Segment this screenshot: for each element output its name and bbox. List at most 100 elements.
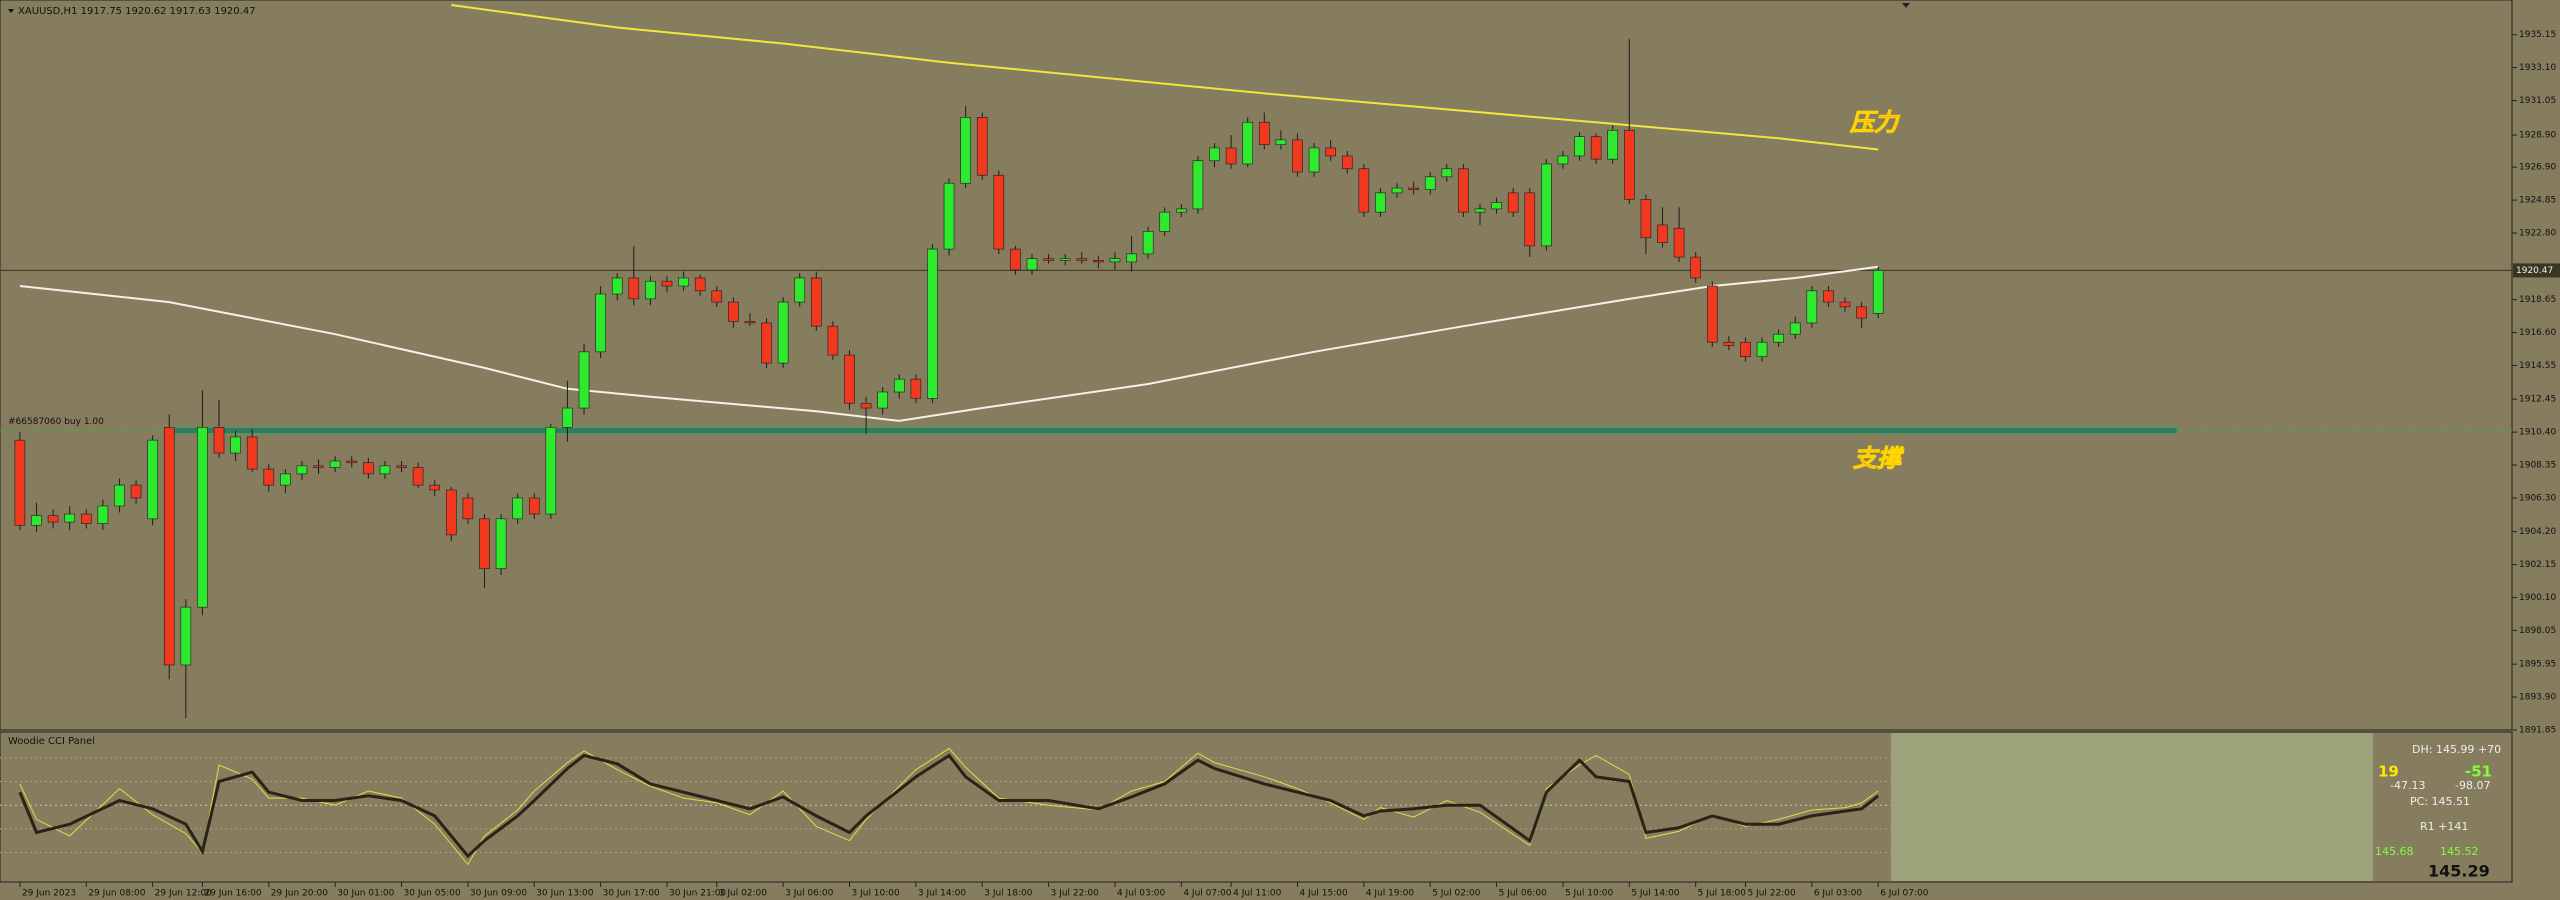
x-tick-label: 5 Jul 22:00	[1747, 889, 1796, 899]
candle-body	[1690, 256, 1701, 279]
x-tick-label: 29 Jun 12:00	[155, 889, 212, 899]
y-tick-label: 1922.80	[2519, 229, 2556, 239]
candle-body	[80, 513, 92, 524]
indicator-title: Woodie CCI Panel	[8, 736, 95, 747]
candle-body	[1358, 168, 1370, 213]
chart-title: XAUUSD,H1 1917.75 1920.62 1917.63 1920.4…	[18, 6, 256, 17]
candle-body	[927, 248, 938, 399]
y-tick-label: 1924.85	[2519, 196, 2556, 206]
x-tick-label: 5 Jul 06:00	[1499, 889, 1548, 899]
candle-body	[1059, 258, 1071, 261]
candle-body	[1292, 139, 1303, 173]
candle-body	[611, 277, 623, 295]
x-tick-label: 5 Jul 18:00	[1698, 889, 1747, 899]
candle-body	[31, 515, 42, 526]
candle-body	[694, 277, 706, 292]
candle-body	[163, 427, 175, 666]
candle-body	[1507, 192, 1519, 213]
candle-body	[1557, 155, 1569, 165]
info-left: -47.13	[2390, 779, 2425, 792]
candle-body	[943, 182, 955, 250]
candle-body	[412, 467, 424, 486]
candle-body	[545, 427, 557, 515]
candle-body	[993, 174, 1005, 250]
order-label: #66587060 buy 1.00	[8, 417, 104, 427]
x-tick-label: 29 Jun 2023	[22, 889, 76, 899]
y-tick-label: 1902.15	[2519, 560, 2556, 570]
candle-body	[130, 484, 142, 499]
candle-body	[1142, 231, 1154, 255]
x-tick-label: 30 Jun 17:00	[603, 889, 660, 899]
candle-body	[97, 505, 109, 524]
candle-body	[346, 460, 358, 463]
x-tick-label: 29 Jun 20:00	[271, 889, 328, 899]
info-up: 19	[2378, 763, 2399, 781]
candle-body	[827, 325, 839, 356]
x-tick-label: 29 Jun 16:00	[204, 889, 261, 899]
x-tick-label: 29 Jun 08:00	[88, 889, 145, 899]
candle-body	[1242, 121, 1254, 165]
candle-body	[512, 497, 523, 520]
x-tick-label: 3 Jul 14:00	[918, 889, 967, 899]
candle-body	[495, 518, 507, 569]
candle-body	[1441, 168, 1453, 178]
x-tick-label: 30 Jun 05:00	[404, 889, 461, 899]
x-tick-label: 30 Jun 09:00	[470, 889, 527, 899]
candle-body	[728, 301, 739, 322]
candle-body	[1607, 129, 1619, 160]
candle-body	[1109, 258, 1121, 263]
candle-body	[1209, 147, 1220, 162]
y-tick-label: 1931.05	[2519, 96, 2556, 106]
x-tick-label: 5 Jul 02:00	[1432, 889, 1481, 899]
candle-body	[1773, 333, 1784, 343]
candle-body	[1723, 341, 1735, 346]
candle-body	[844, 354, 855, 404]
candle-body	[1839, 301, 1851, 308]
x-tick-label: 3 Jul 10:00	[852, 889, 901, 899]
candle-body	[479, 518, 490, 569]
candle-body	[711, 290, 723, 303]
x-tick-label: 5 Jul 10:00	[1565, 889, 1614, 899]
candle-body	[1673, 227, 1685, 258]
shift-marker	[1902, 3, 1910, 8]
candle-body	[595, 293, 606, 353]
info-lo: 145.68	[2375, 845, 2414, 858]
x-tick-label: 30 Jun 21:00	[669, 889, 726, 899]
candle-body	[1093, 260, 1104, 263]
candle-body	[1275, 139, 1287, 146]
y-tick-label: 1910.40	[2519, 428, 2556, 438]
x-tick-label: 6 Jul 07:00	[1880, 889, 1929, 899]
candle-body	[313, 465, 324, 468]
candle-body	[744, 321, 756, 324]
title-marker	[8, 9, 14, 13]
candle-body	[47, 515, 59, 523]
candle-body	[1126, 253, 1137, 263]
candle-body	[1789, 322, 1801, 335]
candle-body	[1026, 258, 1038, 271]
info-hi: 145.52	[2440, 845, 2479, 858]
candle-body	[1590, 136, 1602, 160]
support-note: 支撑	[1853, 444, 1905, 473]
candle-body	[628, 277, 640, 300]
x-tick-label: 6 Jul 03:00	[1814, 889, 1863, 899]
indicator-info-box	[1891, 733, 2373, 881]
candle-body	[197, 427, 208, 608]
candle-body	[860, 402, 872, 409]
candle-body	[246, 436, 258, 470]
candle-body	[1308, 147, 1320, 173]
candle-body	[976, 117, 988, 176]
x-tick-label: 3 Jul 22:00	[1051, 889, 1100, 899]
candle-body	[1756, 341, 1768, 357]
x-tick-label: 4 Jul 15:00	[1299, 889, 1348, 899]
candle-body	[1225, 147, 1237, 165]
candle-body	[1541, 163, 1552, 247]
candle-body	[1375, 192, 1386, 213]
candle-body	[528, 497, 540, 515]
candle-body	[578, 351, 590, 409]
x-tick-label: 30 Jun 01:00	[337, 889, 394, 899]
candle-body	[329, 460, 341, 468]
candle-body	[645, 280, 656, 300]
moving-average	[451, 4, 1879, 151]
candle-body	[363, 462, 374, 475]
